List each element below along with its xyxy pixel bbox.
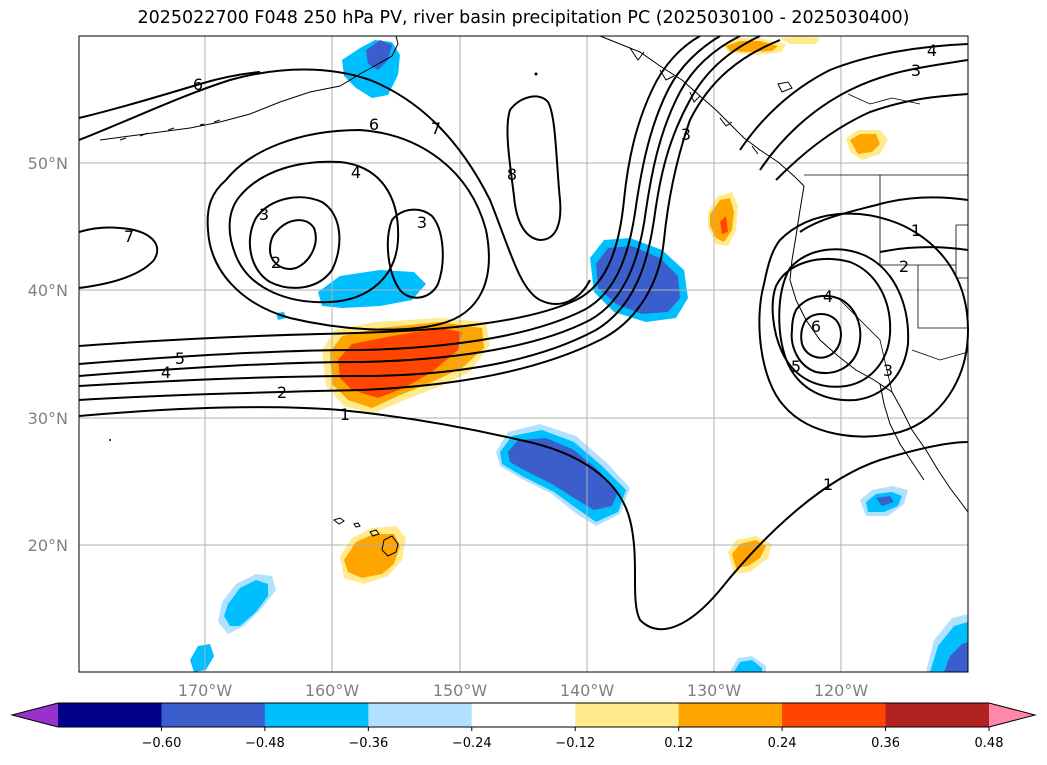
map-title: 2025022700 F048 250 hPa PV, river basin … <box>137 8 910 28</box>
contour-label: 3 <box>883 361 893 380</box>
colorbar-tick-label: 0.36 <box>871 736 900 751</box>
colorbar-tick-label: −0.60 <box>142 736 182 751</box>
lon-label: 130°W <box>687 681 742 700</box>
lat-label: 30°N <box>28 409 68 428</box>
contour-label: 6 <box>193 75 203 94</box>
contour-label: 3 <box>911 61 921 80</box>
contour-label: 7 <box>431 119 441 138</box>
lon-label: 150°W <box>433 681 488 700</box>
pv-contours <box>78 35 970 631</box>
colorbar-tick-label: −0.24 <box>452 736 492 751</box>
contour-label: 2 <box>899 257 909 276</box>
colorbar-swatch <box>678 703 783 727</box>
contour-label: 3 <box>681 125 691 144</box>
colorbar-tick-label: −0.12 <box>555 736 595 751</box>
lon-label: 140°W <box>560 681 615 700</box>
colorbar-swatch <box>161 703 266 727</box>
contour-label: 4 <box>927 41 937 60</box>
colorbar-tick-label: 0.48 <box>975 736 1004 751</box>
lon-label: 170°W <box>178 681 233 700</box>
contour-label: 2 <box>277 383 287 402</box>
colorbar-extend-max <box>989 703 1035 727</box>
longitude-labels: 170°W 160°W 150°W 140°W 130°W 120°W <box>178 681 869 700</box>
lon-label: 120°W <box>814 681 869 700</box>
contour-label: 1 <box>911 221 921 240</box>
colorbar-tick-label: 0.12 <box>664 736 693 751</box>
coastlines <box>99 35 969 557</box>
contour-label: 6 <box>369 115 379 134</box>
lat-label: 20°N <box>28 536 68 555</box>
colorbar-tick-label: −0.36 <box>348 736 388 751</box>
contour-label: 3 <box>417 213 427 232</box>
colorbar-tick-label: −0.48 <box>245 736 285 751</box>
contour-labels: 6 7 6 4 3 2 3 8 7 5 4 2 1 3 1 2 4 6 5 3 … <box>124 41 937 494</box>
contour-label: 8 <box>507 165 517 184</box>
latitude-labels: 50°N 40°N 30°N 20°N <box>28 154 68 555</box>
lat-label: 50°N <box>28 154 68 173</box>
contour-label: 7 <box>124 227 134 246</box>
colorbar-swatch <box>885 703 990 727</box>
contour-label: 2 <box>271 253 281 272</box>
contour-label: 6 <box>811 317 821 336</box>
colorbar-swatch <box>575 703 680 727</box>
contour-label: 4 <box>823 287 833 306</box>
colorbar-swatch <box>782 703 887 727</box>
contour-label: 1 <box>823 475 833 494</box>
colorbar-tick-label: 0.24 <box>768 736 797 751</box>
colorbar-swatch <box>368 703 473 727</box>
colorbar-swatch <box>471 703 576 727</box>
map-frame <box>78 35 969 673</box>
contour-label: 3 <box>259 205 269 224</box>
colorbar-swatch <box>264 703 369 727</box>
lat-label: 40°N <box>28 281 68 300</box>
contour-label: 5 <box>791 357 801 376</box>
gridlines <box>79 36 968 672</box>
precip-shading <box>190 36 968 672</box>
contour-label: 4 <box>161 363 171 382</box>
contour-label: 4 <box>351 163 361 182</box>
lon-label: 160°W <box>305 681 360 700</box>
colorbar: −0.60 −0.48 −0.36 −0.24 −0.12 0.12 0.24 0.36 0.4… <box>10 702 1037 751</box>
contour-label: 5 <box>175 349 185 368</box>
colorbar-swatch <box>58 703 162 727</box>
colorbar-extend-min <box>12 703 58 727</box>
contour-label: 1 <box>340 405 350 424</box>
